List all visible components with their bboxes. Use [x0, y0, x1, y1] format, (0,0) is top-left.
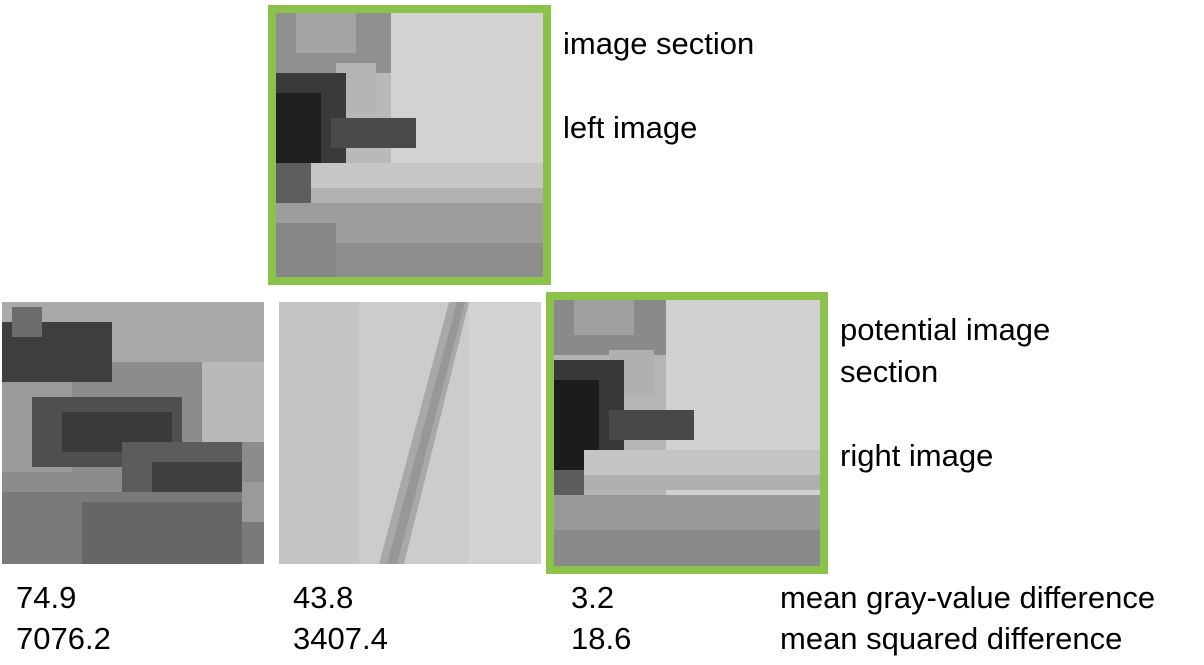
- candidate-3-mean-gray-value-difference: 3.2: [571, 580, 615, 615]
- candidate-1-mean-gray-value-difference: 74.9: [16, 580, 77, 615]
- candidate-2-mean-squared-difference: 3407.4: [293, 621, 388, 656]
- image-section-label: image section: [563, 26, 755, 61]
- candidate-1-mean-squared-difference: 7076.2: [16, 621, 111, 656]
- potential-image-section-label-line2: section: [840, 354, 939, 389]
- mean-squared-difference-label: mean squared difference: [780, 621, 1123, 656]
- mean-gray-value-difference-label: mean gray-value difference: [780, 580, 1156, 615]
- candidate-1-pixels: [2, 302, 264, 564]
- right-image-label: right image: [840, 438, 994, 473]
- candidate-2-mean-gray-value-difference: 43.8: [293, 580, 354, 615]
- left-image-section-pixels: [276, 13, 543, 277]
- potential-image-section-label-line1: potential image: [840, 312, 1051, 347]
- candidate-2-pixels: [279, 302, 541, 564]
- candidate-patch-1: [2, 302, 264, 564]
- left-image-section-patch: [268, 5, 551, 285]
- candidate-patch-2: [279, 302, 541, 564]
- candidate-patch-3: [546, 292, 828, 574]
- candidate-3-pixels: [554, 300, 820, 566]
- left-image-label: left image: [563, 110, 698, 145]
- candidate-3-mean-squared-difference: 18.6: [571, 621, 632, 656]
